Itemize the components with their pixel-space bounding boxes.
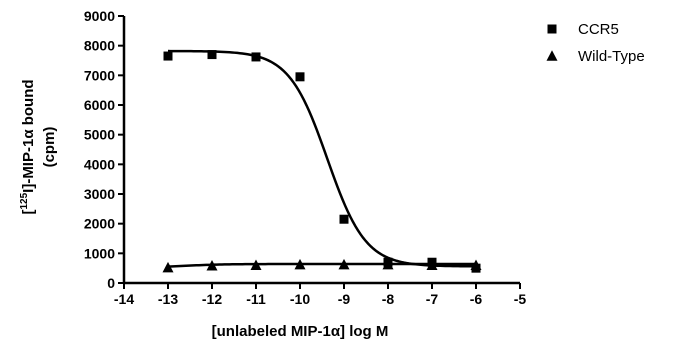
y-tick-label: 7000 (84, 67, 115, 83)
data-point-wild-type (382, 258, 394, 270)
legend-marker-wild-type (546, 50, 558, 61)
data-points (162, 50, 482, 273)
legend-marker-ccr5 (547, 24, 557, 34)
y-axis-title-units: (cpm) (41, 127, 58, 168)
data-point-wild-type (294, 258, 306, 270)
y-tick-label: 0 (107, 275, 115, 291)
axes (122, 16, 520, 285)
x-tick-label: -14 (114, 291, 134, 307)
y-axis-title: [125I]-MIP-1α bound (19, 79, 37, 214)
x-tick-label: -10 (290, 291, 310, 307)
x-tick-label: -7 (426, 291, 439, 307)
data-point-ccr5 (251, 52, 261, 62)
x-tick-label: -13 (158, 291, 178, 307)
data-point-wild-type (206, 260, 218, 271)
fit-curves (167, 49, 477, 268)
x-tick-label: -6 (470, 291, 483, 307)
x-tick-label: -5 (514, 291, 527, 307)
data-point-ccr5 (339, 214, 349, 224)
y-tick-label: 8000 (84, 38, 115, 54)
y-tick-label: 1000 (84, 245, 115, 261)
y-tick-label: 9000 (84, 8, 115, 24)
x-axis-ticks: -14 -13 -12 -11 -10 -9 -8 -7 -6 -5 (114, 283, 527, 307)
x-tick-label: -9 (338, 291, 351, 307)
y-tick-label: 4000 (84, 156, 115, 172)
data-point-ccr5 (207, 50, 217, 60)
x-axis-title: [unlabeled MIP-1α] log M (212, 323, 389, 340)
fit-curve-ccr5 (167, 49, 477, 268)
legend-label-wild-type: Wild-Type (578, 48, 645, 65)
y-axis-ticks: 0 1000 2000 3000 4000 5000 6000 7000 8000 9000 (84, 8, 124, 291)
x-tick-label: -11 (246, 291, 266, 307)
x-tick-label: -8 (382, 291, 395, 307)
y-tick-label: 6000 (84, 97, 115, 113)
y-tick-label: 3000 (84, 186, 115, 202)
fit-curve-wild-type (167, 262, 476, 268)
data-point-ccr5 (163, 51, 173, 61)
y-axis-title-suffix: I]-MIP-1α bound (20, 79, 37, 192)
data-point-wild-type (426, 259, 438, 270)
y-tick-label: 5000 (84, 127, 115, 143)
legend-label-ccr5: CCR5 (578, 21, 619, 38)
data-point-ccr5 (295, 72, 305, 82)
y-axis-title-superscript: 125 (19, 192, 30, 209)
y-tick-label: 2000 (84, 216, 115, 232)
data-point-wild-type (470, 259, 482, 270)
y-axis-title-prefix: [ (20, 210, 37, 215)
data-point-wild-type (338, 258, 350, 270)
data-point-wild-type (250, 259, 262, 270)
x-tick-label: -12 (202, 291, 222, 307)
data-point-wild-type (162, 261, 174, 273)
legend: CCR5 Wild-Type (546, 21, 645, 65)
